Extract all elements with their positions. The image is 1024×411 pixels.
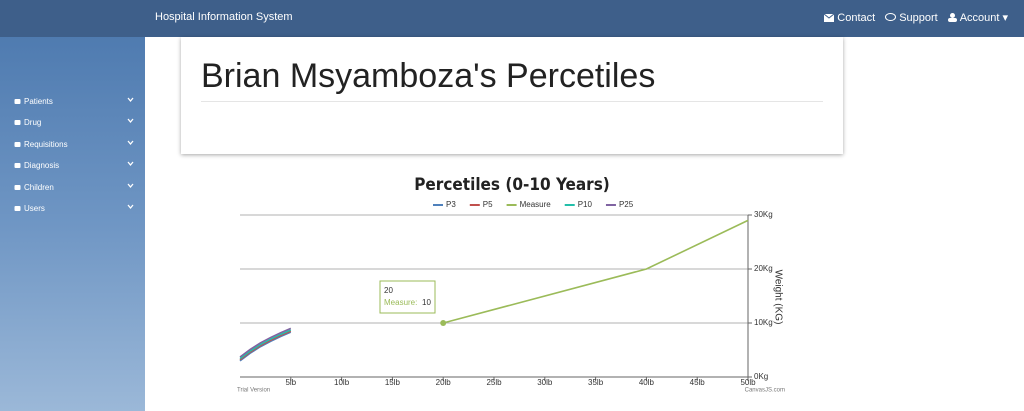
divider <box>201 101 823 102</box>
icon-shape <box>14 184 21 190</box>
chart: Percetiles (0-10 Years) Trial Version Ca… <box>237 175 785 394</box>
sidebar-item[interactable]: Diagnosis <box>14 161 134 170</box>
icon-shape <box>14 99 21 104</box>
tooltip-box <box>379 280 436 314</box>
sidebar-item[interactable]: Requisitions <box>14 140 134 149</box>
x-tick-label: 45lb <box>690 378 706 387</box>
sidebar-item[interactable]: Drug <box>14 118 134 127</box>
y-tick-label: 0Kg <box>754 372 768 381</box>
y-tick-label: 30Kg <box>754 210 773 219</box>
item-label: Drug <box>24 118 42 128</box>
x-tick-label: 5lb <box>285 378 296 387</box>
icon-shape <box>14 141 21 147</box>
header-card: Brian Msyamboza's Percetiles <box>181 37 843 154</box>
sidebar-item[interactable]: Users <box>14 204 134 213</box>
chevron <box>127 97 134 103</box>
chart-title: Percetiles (0-10 Years) <box>414 175 610 195</box>
series-line <box>239 329 292 360</box>
item-icon <box>14 163 21 169</box>
page-title: Brian Msyamboza's Percetiles <box>201 57 656 95</box>
series-line <box>239 327 292 358</box>
chevron-shape <box>127 140 134 145</box>
hover-point <box>440 320 447 326</box>
nav-links: Contact Support Account ▾ <box>824 11 1008 24</box>
series-line <box>442 219 749 324</box>
item-label: Requisitions <box>24 139 68 149</box>
chevron <box>127 183 134 188</box>
legend-label: P5 <box>483 200 493 209</box>
chevron-shape <box>127 118 134 124</box>
x-tick-label: 35lb <box>588 378 604 387</box>
tooltip-x: 20 <box>384 286 393 295</box>
series-line <box>239 331 292 362</box>
item-label: Users <box>24 204 45 213</box>
item-icon <box>14 99 21 104</box>
brand[interactable]: Hospital Information System <box>155 11 293 23</box>
nav-link-text: Account <box>959 11 1000 24</box>
item-icon <box>14 206 21 211</box>
chevron <box>127 161 134 167</box>
sidebar-item[interactable]: Patients <box>14 97 134 106</box>
x-tick-label: 15lb <box>385 378 401 387</box>
chat-icon <box>885 13 897 21</box>
item-icon <box>14 184 21 190</box>
tooltip-value: 10 <box>422 298 431 307</box>
legend-label: P10 <box>578 200 593 209</box>
chevron-shape <box>127 97 134 103</box>
x-tick-label: 40lb <box>639 378 655 387</box>
item-icon <box>14 120 21 126</box>
navbar: Hospital Information System Contact Supp… <box>0 0 1024 37</box>
nav-link-text: Contact <box>837 11 876 24</box>
x-tick-label: 50lb <box>740 378 756 387</box>
sidebar-item[interactable]: Children <box>14 183 134 192</box>
x-tick-label: 30lb <box>537 378 553 387</box>
item-label: Children <box>24 182 54 192</box>
icon-shape <box>14 206 21 211</box>
nav-link[interactable]: Support <box>885 11 938 24</box>
y-tick-label: 20Kg <box>754 264 773 273</box>
mail-icon <box>824 13 835 22</box>
x-tick-label: 25lb <box>486 378 502 387</box>
item-label: Diagnosis <box>24 161 60 171</box>
legend-label: P25 <box>619 200 634 209</box>
y-axis-title: Weight (KG) <box>772 270 783 325</box>
y-tick-label: 10Kg <box>754 318 773 327</box>
watermark: Trial Version <box>237 388 270 394</box>
user-icon <box>947 13 957 22</box>
nav-link[interactable]: Account ▾ <box>947 11 1008 24</box>
x-tick-label: 20lb <box>436 378 452 387</box>
icon-shape <box>14 163 21 169</box>
chevron <box>127 140 134 145</box>
sidebar: Patients Drug Requisitions Diagnosis Childre… <box>0 37 145 411</box>
nav-link[interactable]: Contact <box>824 11 875 24</box>
chevron-shape <box>127 204 134 210</box>
icon-shape <box>14 120 21 126</box>
tooltip-label: Measure: <box>384 298 417 307</box>
series-line <box>239 330 292 361</box>
chevron <box>127 118 134 124</box>
item-icon <box>14 141 21 147</box>
legend-label: Measure <box>520 200 552 209</box>
nav-link-text: Support <box>899 11 938 24</box>
credit[interactable]: CanvasJS.com <box>745 388 785 394</box>
item-label: Patients <box>24 97 53 106</box>
legend-label: P3 <box>446 200 456 209</box>
chevron-shape <box>127 161 134 167</box>
x-tick-label: 10lb <box>334 378 350 387</box>
chevron <box>127 204 134 210</box>
chevron-shape <box>127 183 134 188</box>
